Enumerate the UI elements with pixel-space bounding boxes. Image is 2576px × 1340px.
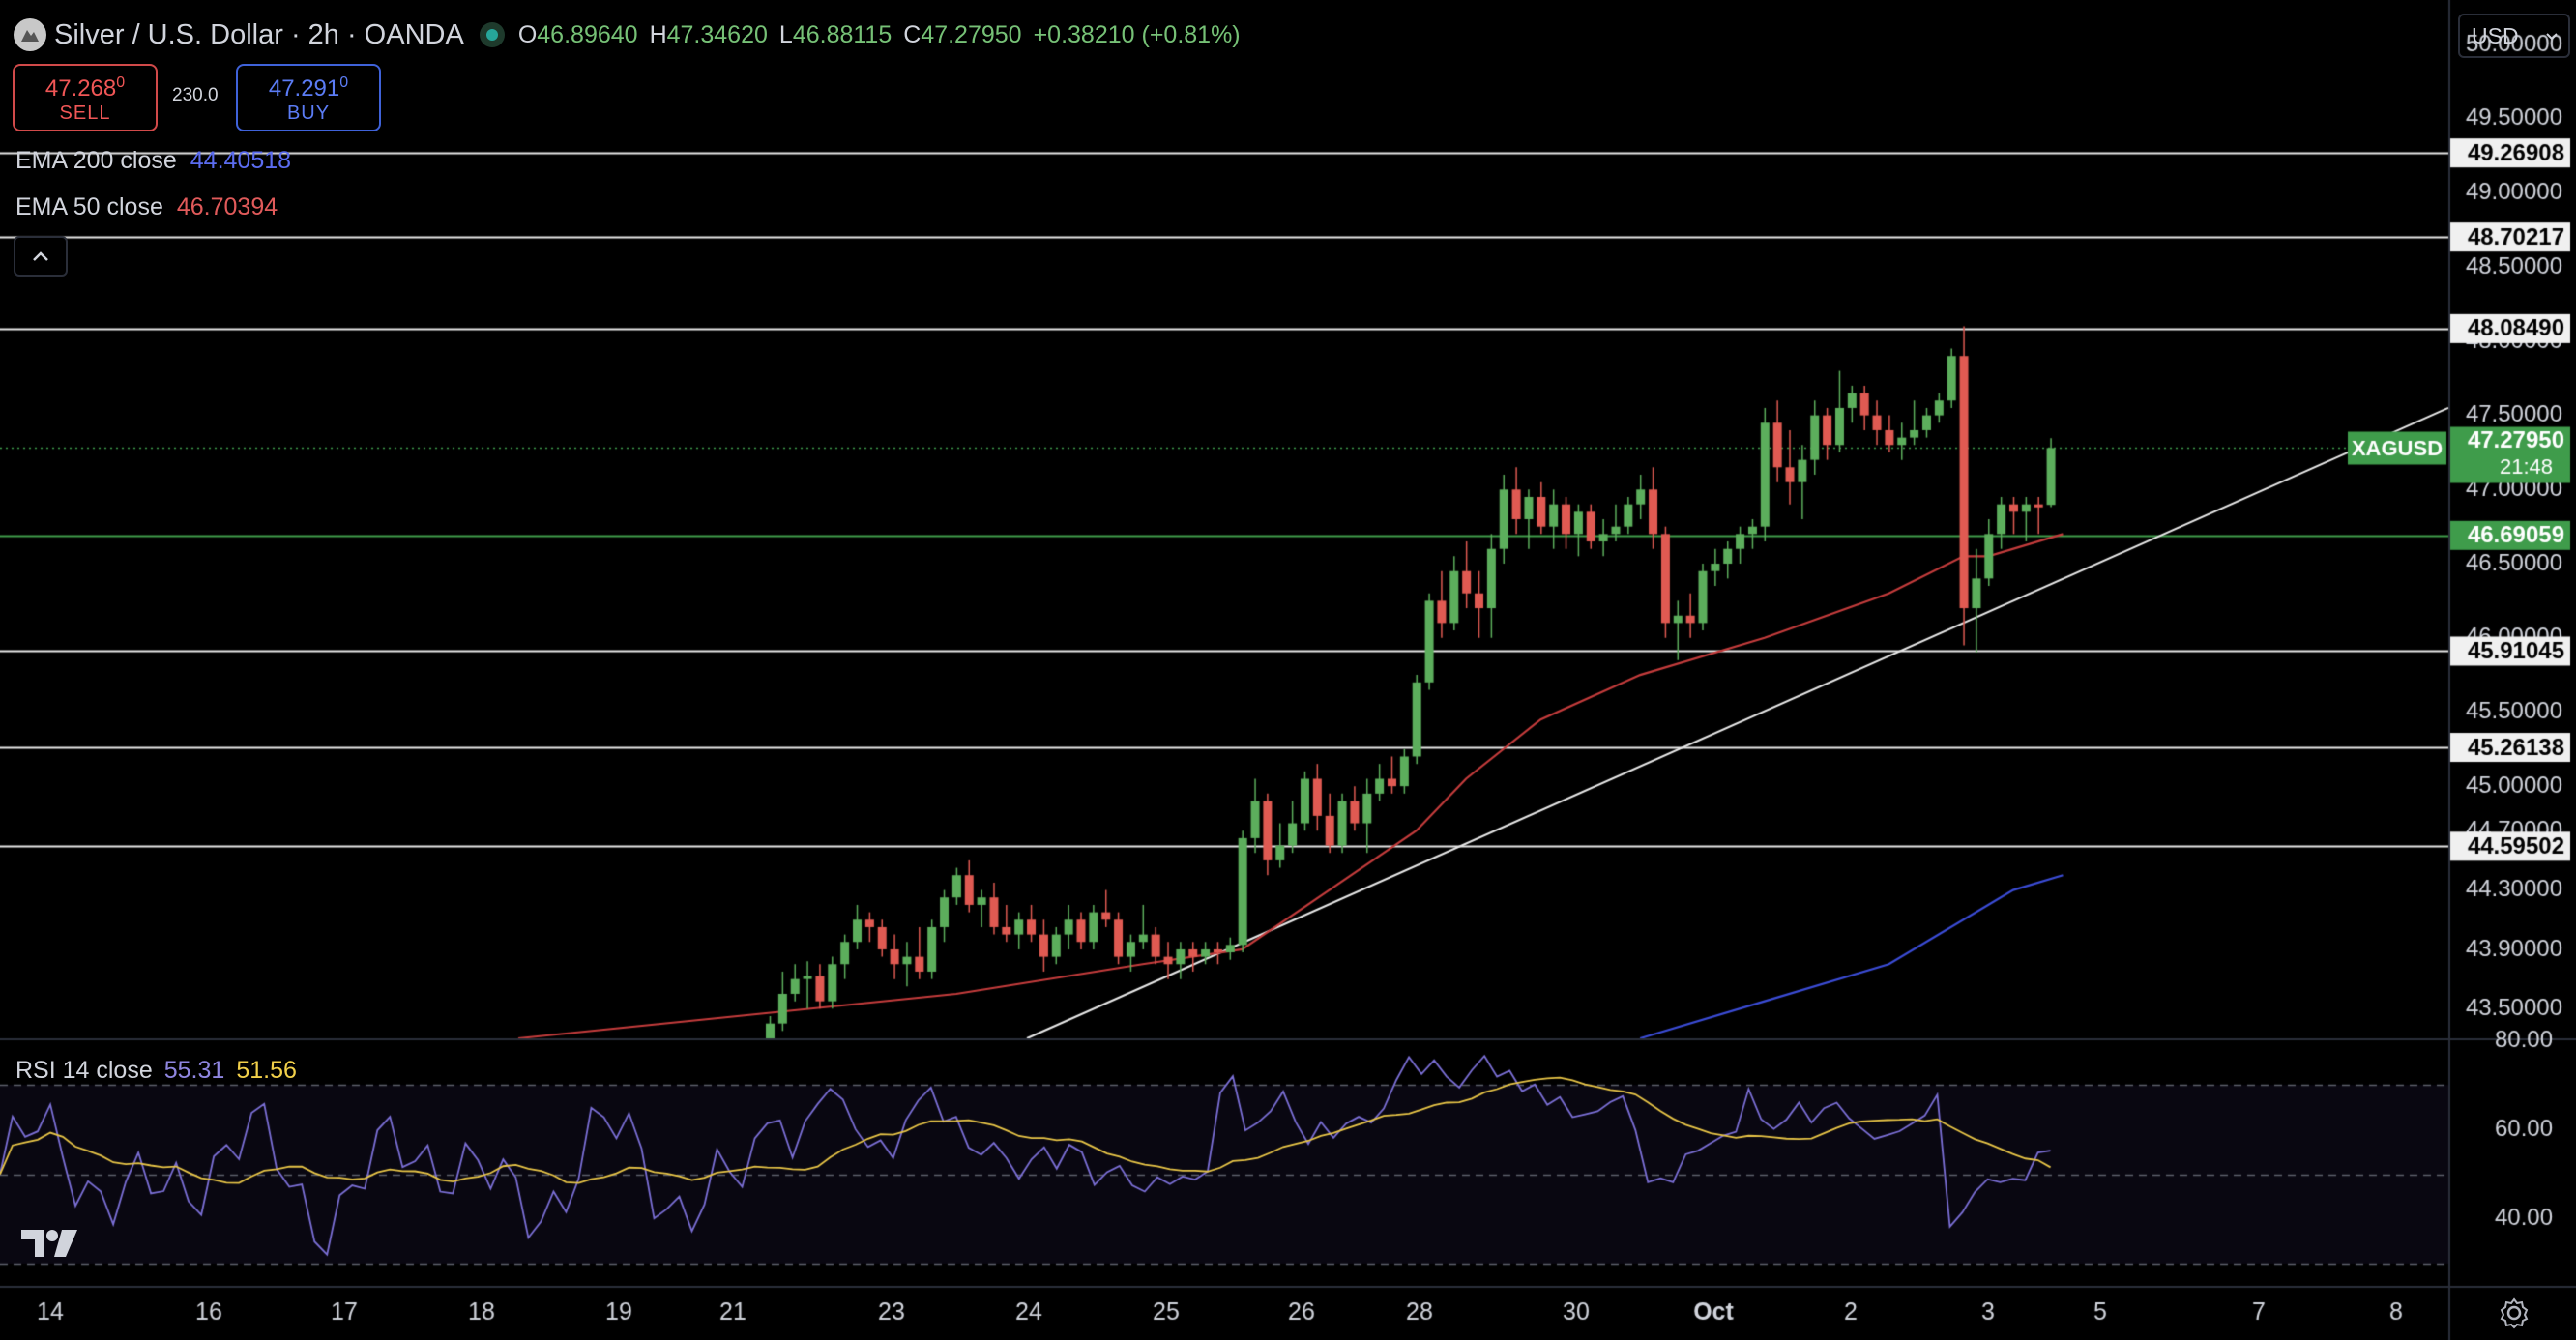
rsi-legend[interactable]: RSI 14 close 55.31 51.56 bbox=[15, 1057, 297, 1085]
buy-button[interactable]: 47.2910 BUY bbox=[236, 64, 381, 131]
ema200-label: EMA 200 close bbox=[15, 147, 177, 174]
ema50-label: EMA 50 close bbox=[15, 193, 163, 220]
close-value: 47.27950 bbox=[921, 20, 1022, 48]
chevron-down-icon bbox=[2546, 33, 2558, 41]
rsi-value: 55.31 bbox=[163, 1057, 225, 1084]
high-value: 47.34620 bbox=[666, 20, 768, 48]
market-open-indicator bbox=[479, 22, 505, 47]
symbol-header: Silver / U.S. Dollar · 2h · OANDA O46.89… bbox=[14, 14, 1241, 56]
currency-label: USD bbox=[2472, 22, 2519, 48]
chevron-up-icon bbox=[33, 251, 48, 261]
ohlc-readout: O46.89640 H47.34620 L46.88115 C47.27950 +0.3… bbox=[517, 20, 1241, 48]
symbol-title[interactable]: Silver / U.S. Dollar · 2h · OANDA bbox=[54, 18, 464, 50]
ema200-value: 44.40518 bbox=[190, 147, 292, 174]
rsi-ma-value: 51.56 bbox=[236, 1057, 297, 1084]
tradingview-logo[interactable] bbox=[19, 1226, 81, 1266]
buy-label: BUY bbox=[286, 102, 331, 124]
currency-select[interactable]: USD bbox=[2458, 14, 2570, 58]
low-value: 46.88115 bbox=[792, 20, 893, 48]
ema50-legend[interactable]: EMA 50 close 46.70394 bbox=[15, 193, 278, 221]
spread-value: 230.0 bbox=[172, 85, 219, 105]
open-value: 46.89640 bbox=[537, 20, 638, 48]
change-pct-value: (+0.81%) bbox=[1141, 20, 1241, 48]
change-value: +0.38210 bbox=[1033, 20, 1135, 48]
settings-gear-icon[interactable] bbox=[2497, 1296, 2532, 1335]
sell-button[interactable]: 47.2680 SELL bbox=[13, 64, 158, 131]
sell-label: SELL bbox=[59, 102, 111, 124]
ema50-value: 46.70394 bbox=[176, 193, 278, 220]
collapse-legend-button[interactable] bbox=[14, 236, 68, 277]
sell-price: 47.268 bbox=[44, 75, 117, 102]
rsi-label: RSI 14 close bbox=[15, 1057, 153, 1084]
silver-symbol-icon bbox=[14, 18, 46, 51]
ema200-legend[interactable]: EMA 200 close 44.40518 bbox=[15, 147, 291, 175]
buy-price: 47.291 bbox=[268, 75, 340, 102]
